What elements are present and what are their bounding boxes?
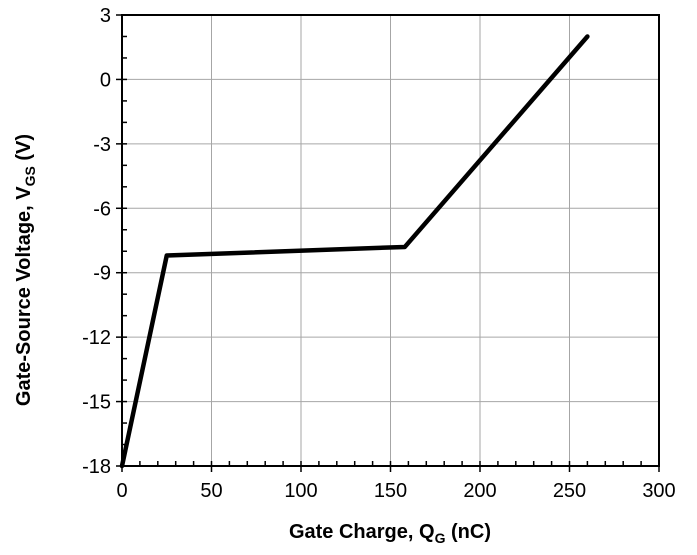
y-axis-label-main: Gate-Source Voltage, V xyxy=(13,186,35,406)
x-tick-label: 200 xyxy=(463,480,496,502)
y-tick-label: 0 xyxy=(100,69,111,91)
x-tick-label: 50 xyxy=(200,480,222,502)
y-axis-label-suffix: (V) xyxy=(13,134,35,166)
axis-ticks xyxy=(116,14,660,472)
tick-labels: 0 50 100 150 200 250 300 -18 -15 -12 -9 -6 -3 0 3 xyxy=(82,5,676,502)
y-tick-label: -18 xyxy=(82,456,111,478)
y-axis-label-subscript: GS xyxy=(22,166,38,186)
series-lines xyxy=(119,34,590,469)
plot-frame xyxy=(121,14,660,467)
y-tick-label: 3 xyxy=(100,5,111,27)
grid xyxy=(122,15,659,466)
x-tick-label: 0 xyxy=(116,480,127,502)
y-tick-label: -6 xyxy=(93,198,111,220)
y-tick-label: -3 xyxy=(93,134,111,156)
x-tick-label: 250 xyxy=(553,480,586,502)
x-tick-label: 150 xyxy=(374,480,407,502)
y-axis-label: Gate-Source Voltage, VGS (V) xyxy=(13,134,38,406)
x-axis-label-suffix: (nC) xyxy=(445,521,491,543)
series-line xyxy=(119,34,590,469)
x-axis-label: Gate Charge, QG (nC) xyxy=(289,521,491,546)
y-tick-label: -9 xyxy=(93,263,111,285)
x-tick-label: 100 xyxy=(284,480,317,502)
x-tick-label: 300 xyxy=(642,480,675,502)
x-axis-label-main: Gate Charge, Q xyxy=(289,521,435,543)
x-axis-label-subscript: G xyxy=(435,530,446,546)
y-tick-label: -12 xyxy=(82,327,111,349)
y-tick-label: -15 xyxy=(82,392,111,414)
